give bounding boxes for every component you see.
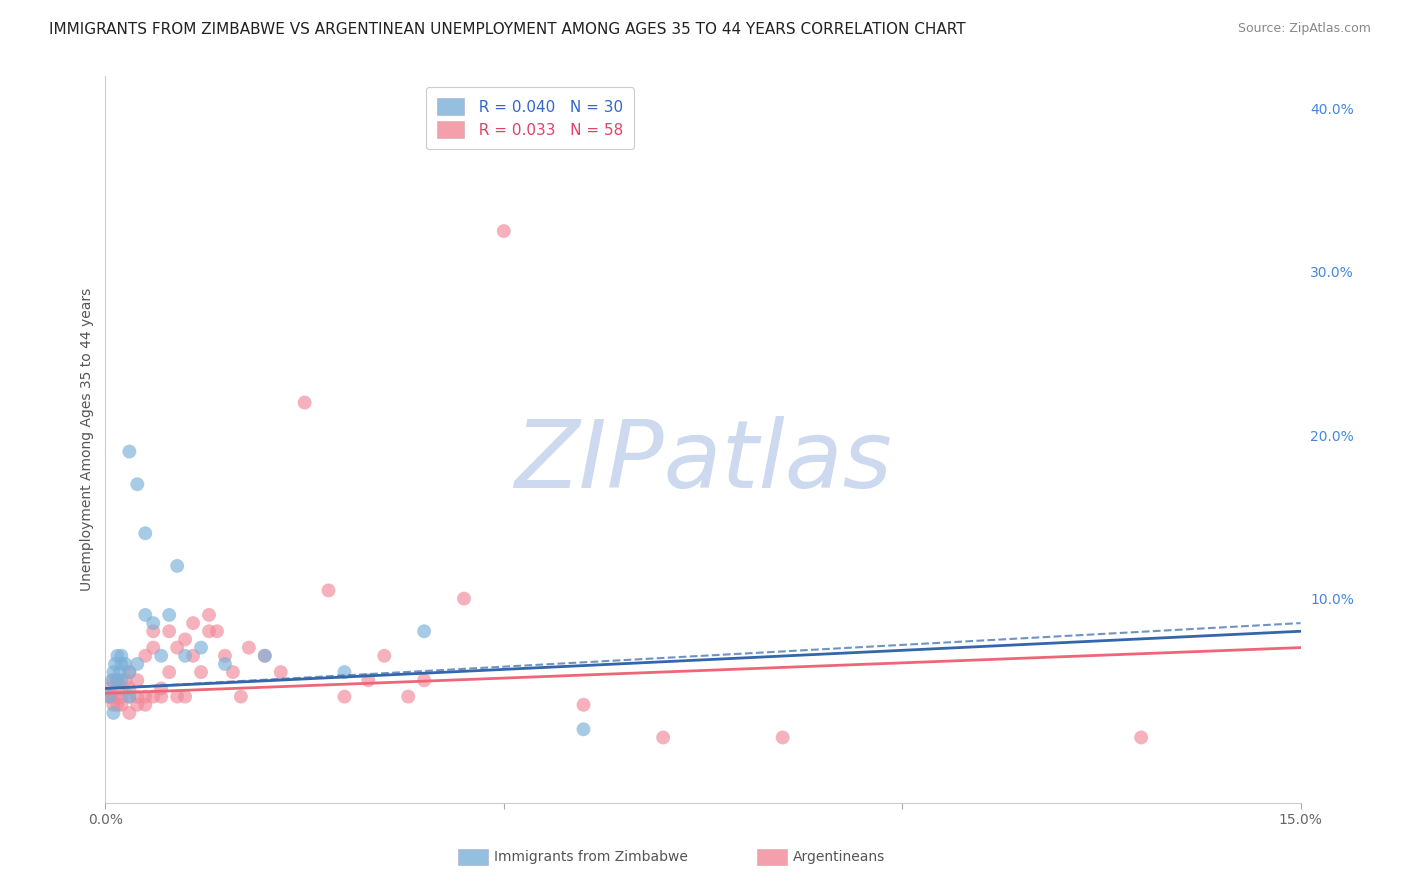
Point bbox=[114, 657, 136, 671]
Point bbox=[652, 731, 675, 745]
Text: Immigrants from Zimbabwe: Immigrants from Zimbabwe bbox=[494, 849, 688, 863]
Point bbox=[127, 673, 149, 688]
Point bbox=[118, 690, 141, 704]
Point bbox=[238, 640, 260, 655]
Point bbox=[357, 673, 380, 688]
Point bbox=[214, 648, 236, 663]
Point bbox=[198, 607, 221, 622]
Point bbox=[134, 698, 156, 712]
Point bbox=[166, 640, 188, 655]
Point bbox=[118, 665, 141, 679]
Point bbox=[110, 681, 132, 696]
Point bbox=[118, 706, 141, 720]
Point bbox=[134, 690, 156, 704]
Point bbox=[134, 648, 156, 663]
Point bbox=[150, 690, 173, 704]
Point bbox=[118, 665, 141, 679]
Point bbox=[222, 665, 245, 679]
Point bbox=[103, 706, 125, 720]
Point bbox=[101, 673, 124, 688]
Legend:   R = 0.040   N = 30,   R = 0.033   N = 58: R = 0.040 N = 30, R = 0.033 N = 58 bbox=[426, 87, 634, 149]
Point bbox=[98, 690, 121, 704]
Y-axis label: Unemployment Among Ages 35 to 44 years: Unemployment Among Ages 35 to 44 years bbox=[80, 288, 94, 591]
Point bbox=[373, 648, 395, 663]
Point bbox=[110, 698, 132, 712]
Point bbox=[294, 395, 316, 409]
Point bbox=[108, 665, 131, 679]
Point bbox=[174, 632, 197, 647]
Point bbox=[333, 690, 356, 704]
Point bbox=[157, 607, 180, 622]
Point bbox=[107, 673, 129, 688]
Point bbox=[413, 624, 436, 639]
Point bbox=[205, 624, 228, 639]
Point bbox=[134, 526, 156, 541]
Point bbox=[127, 477, 149, 491]
Text: ZIPatlas: ZIPatlas bbox=[515, 416, 891, 507]
Point bbox=[127, 657, 149, 671]
Point bbox=[114, 673, 136, 688]
Point bbox=[190, 665, 212, 679]
Point bbox=[181, 616, 204, 631]
Point bbox=[107, 673, 129, 688]
Point bbox=[214, 657, 236, 671]
Point bbox=[142, 624, 165, 639]
Point bbox=[396, 690, 419, 704]
Point bbox=[150, 681, 173, 696]
Point bbox=[118, 444, 141, 458]
Point bbox=[98, 681, 121, 696]
Point bbox=[572, 698, 595, 712]
Point bbox=[110, 657, 132, 671]
Point bbox=[190, 640, 212, 655]
Point bbox=[118, 681, 141, 696]
Point bbox=[492, 224, 515, 238]
Point bbox=[157, 665, 180, 679]
Point bbox=[1130, 731, 1153, 745]
Point bbox=[97, 690, 120, 704]
Text: Argentineans: Argentineans bbox=[793, 849, 884, 863]
Point bbox=[142, 690, 165, 704]
Point bbox=[103, 665, 125, 679]
Text: IMMIGRANTS FROM ZIMBABWE VS ARGENTINEAN UNEMPLOYMENT AMONG AGES 35 TO 44 YEARS C: IMMIGRANTS FROM ZIMBABWE VS ARGENTINEAN … bbox=[49, 22, 966, 37]
Point bbox=[103, 698, 125, 712]
Point bbox=[150, 648, 173, 663]
Point bbox=[198, 624, 221, 639]
Point bbox=[174, 648, 197, 663]
Point bbox=[142, 616, 165, 631]
Point bbox=[174, 690, 197, 704]
Point bbox=[270, 665, 292, 679]
Point bbox=[107, 648, 129, 663]
Point bbox=[253, 648, 276, 663]
Point bbox=[110, 673, 132, 688]
Point bbox=[104, 690, 127, 704]
Point bbox=[157, 624, 180, 639]
FancyBboxPatch shape bbox=[458, 848, 488, 864]
Point bbox=[134, 607, 156, 622]
Point bbox=[104, 657, 127, 671]
Point bbox=[572, 723, 595, 737]
Point bbox=[413, 673, 436, 688]
Point bbox=[229, 690, 252, 704]
Text: Source: ZipAtlas.com: Source: ZipAtlas.com bbox=[1237, 22, 1371, 36]
Point bbox=[118, 690, 141, 704]
Point bbox=[318, 583, 340, 598]
Point bbox=[103, 673, 125, 688]
Point bbox=[110, 690, 132, 704]
Point bbox=[142, 640, 165, 655]
FancyBboxPatch shape bbox=[756, 848, 787, 864]
Point bbox=[333, 665, 356, 679]
Point bbox=[107, 698, 129, 712]
Point bbox=[453, 591, 475, 606]
Point bbox=[100, 690, 122, 704]
Point bbox=[110, 648, 132, 663]
Point bbox=[127, 698, 149, 712]
Point bbox=[772, 731, 794, 745]
Point bbox=[127, 690, 149, 704]
Point bbox=[253, 648, 276, 663]
Point bbox=[181, 648, 204, 663]
Point bbox=[166, 690, 188, 704]
Point bbox=[166, 558, 188, 573]
